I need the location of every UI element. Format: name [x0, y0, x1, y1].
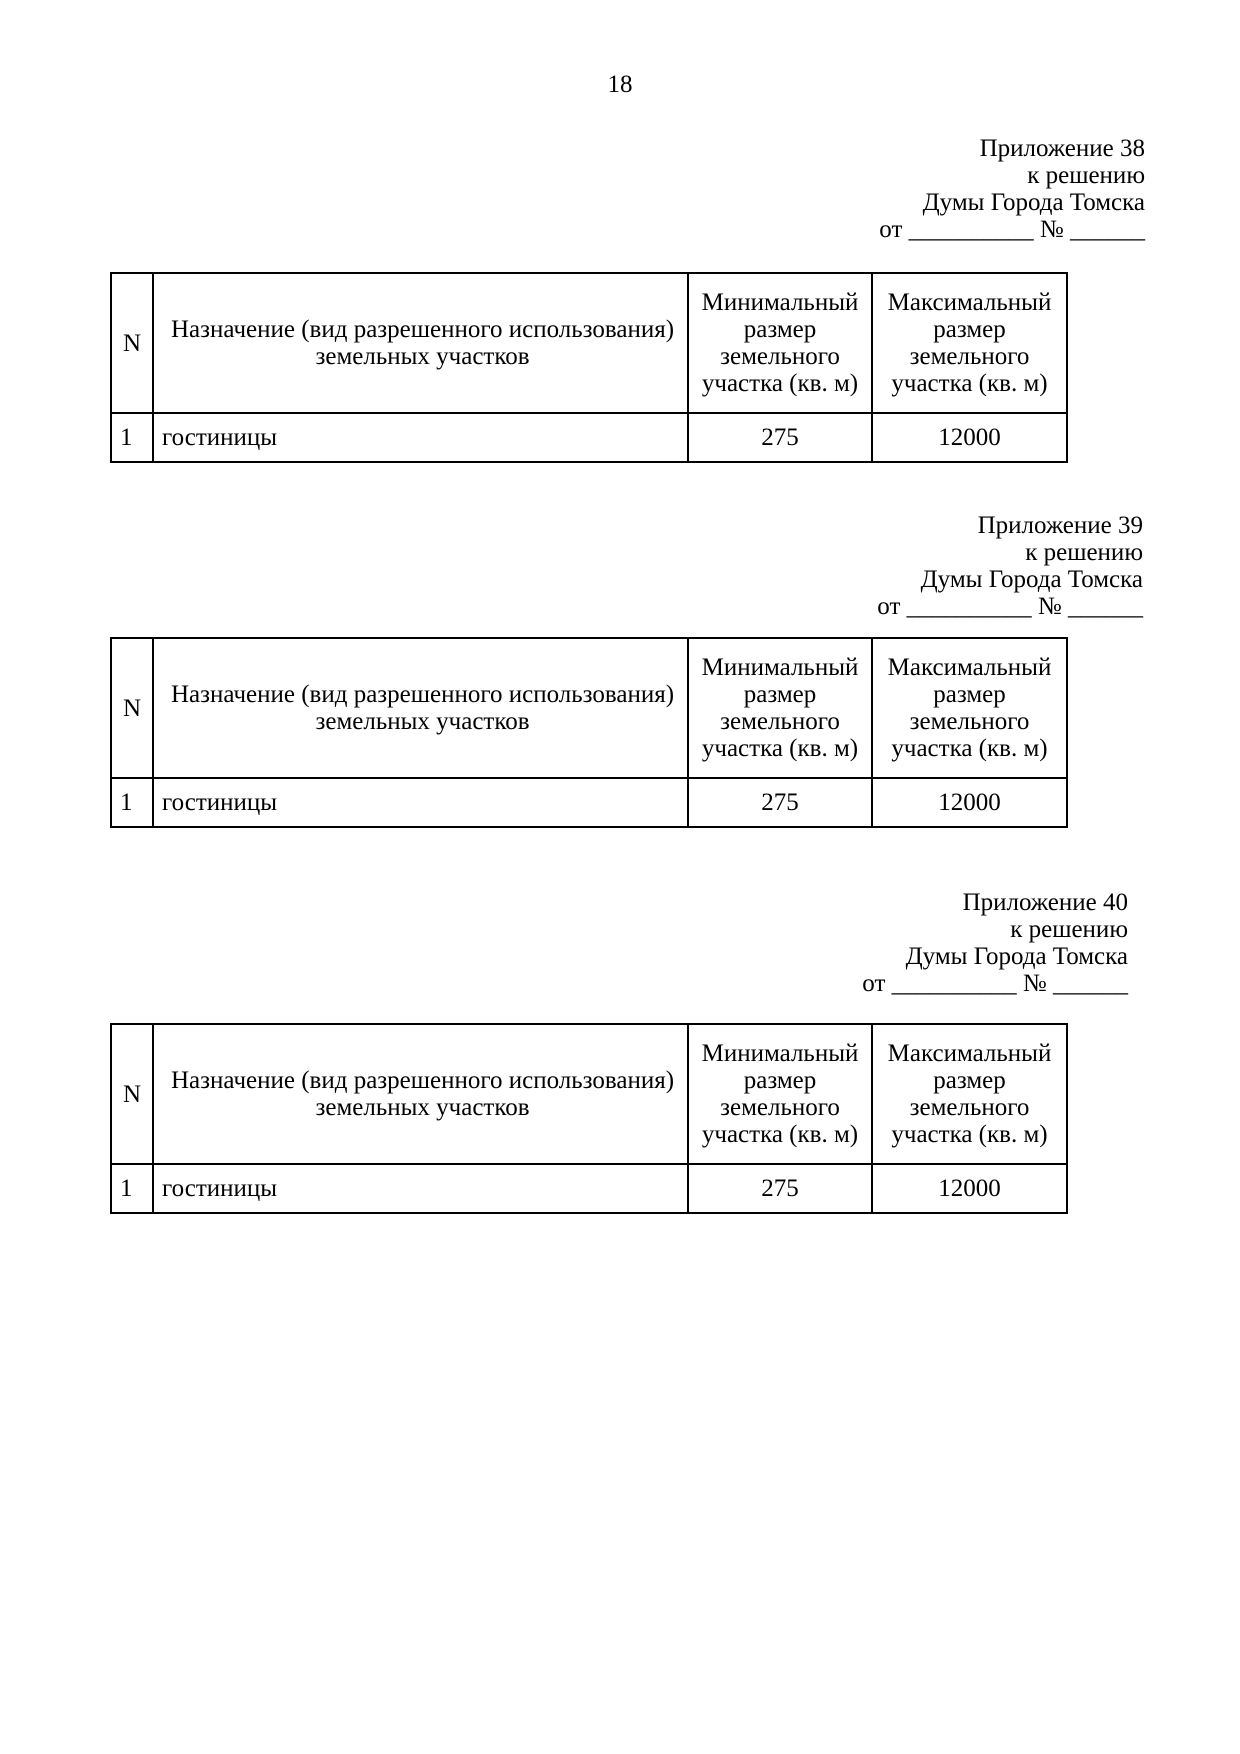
designation-cell: гостиницы [152, 1163, 689, 1214]
appendix-to-resolution-line: к решению [1010, 916, 1128, 943]
header-cell-n: N [110, 272, 154, 414]
table-header-row: N Назначение (вид разрешенного использов… [110, 1023, 1068, 1165]
header-cell-max-size: Максимальный размер земельного участка (… [871, 637, 1068, 779]
header-cell-min-size: Минимальный размер земельного участка (к… [687, 1023, 873, 1165]
table-row: 1 гостиницы 275 12000 [110, 412, 1068, 463]
appendix-date-number-line: от __________ № ______ [879, 216, 1145, 243]
min-size-cell: 275 [687, 1163, 873, 1214]
page-number: 18 [607, 71, 633, 98]
header-cell-designation: Назначение (вид разрешенного использован… [152, 1023, 689, 1165]
designation-cell: гостиницы [152, 777, 689, 828]
row-number-cell: 1 [110, 1163, 154, 1214]
designation-cell: гостиницы [152, 412, 689, 463]
header-cell-max-size: Максимальный размер земельного участка (… [871, 1023, 1068, 1165]
row-number-cell: 1 [110, 412, 154, 463]
min-size-cell: 275 [687, 777, 873, 828]
max-size-cell: 12000 [871, 1163, 1068, 1214]
appendix-title: Приложение 39 [977, 512, 1143, 539]
appendix-title: Приложение 40 [962, 889, 1128, 916]
appendix-to-resolution-line: к решению [1027, 162, 1145, 189]
header-cell-designation: Назначение (вид разрешенного использован… [152, 272, 689, 414]
table-header-row: N Назначение (вид разрешенного использов… [110, 272, 1068, 414]
appendix-authority-line: Думы Города Томска [920, 566, 1143, 593]
appendix-date-number-line: от __________ № ______ [877, 593, 1143, 620]
appendix-authority-line: Думы Города Томска [922, 189, 1145, 216]
appendix-to-resolution-line: к решению [1025, 539, 1143, 566]
appendix-38-table: N Назначение (вид разрешенного использов… [110, 272, 1068, 463]
header-cell-min-size: Минимальный размер земельного участка (к… [687, 637, 873, 779]
appendix-38-header: Приложение 38 к решению Думы Города Томс… [879, 135, 1145, 243]
appendix-40-table: N Назначение (вид разрешенного использов… [110, 1023, 1068, 1214]
header-cell-n: N [110, 1023, 154, 1165]
table-row: 1 гостиницы 275 12000 [110, 1163, 1068, 1214]
table-header-row: N Назначение (вид разрешенного использов… [110, 637, 1068, 779]
appendix-date-number-line: от __________ № ______ [862, 970, 1128, 997]
header-cell-n: N [110, 637, 154, 779]
header-cell-max-size: Максимальный размер земельного участка (… [871, 272, 1068, 414]
max-size-cell: 12000 [871, 412, 1068, 463]
header-cell-designation: Назначение (вид разрешенного использован… [152, 637, 689, 779]
table-row: 1 гостиницы 275 12000 [110, 777, 1068, 828]
max-size-cell: 12000 [871, 777, 1068, 828]
appendix-authority-line: Думы Города Томска [905, 943, 1128, 970]
appendix-40-header: Приложение 40 к решению Думы Города Томс… [862, 889, 1128, 997]
min-size-cell: 275 [687, 412, 873, 463]
appendix-title: Приложение 38 [979, 135, 1145, 162]
header-cell-min-size: Минимальный размер земельного участка (к… [687, 272, 873, 414]
appendix-39-header: Приложение 39 к решению Думы Города Томс… [877, 512, 1143, 620]
appendix-39-table: N Назначение (вид разрешенного использов… [110, 637, 1068, 828]
row-number-cell: 1 [110, 777, 154, 828]
